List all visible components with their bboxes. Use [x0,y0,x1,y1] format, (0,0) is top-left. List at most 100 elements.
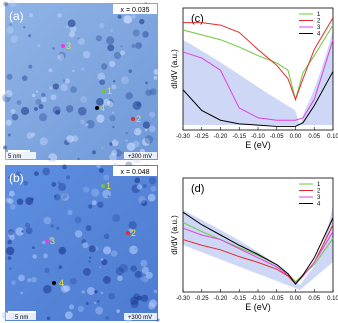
bias-label: +300 mV [128,154,152,160]
texture-spot [77,37,85,45]
texture-spot [96,163,101,168]
texture-spot [116,309,120,313]
texture-spot [113,52,121,60]
site-label: 4 [59,278,64,288]
texture-spot [96,97,104,106]
texture-spot [134,177,141,184]
site-label: 2 [131,228,136,238]
texture-spot [57,53,65,61]
texture-spot [135,128,140,133]
x-tick-label: -0.05 [270,296,284,302]
texture-spot [85,224,92,232]
texture-spot [66,135,74,143]
texture-spot [113,80,116,83]
texture-spot [148,176,157,185]
texture-spot [46,316,51,320]
texture-spot [133,127,142,136]
texture-spot [140,294,149,302]
x-tick-label: -0.10 [251,134,265,140]
texture-spot [52,47,55,50]
texture-spot [10,204,16,210]
texture-spot [85,301,89,305]
texture-spot [74,216,82,224]
texture-spot [4,89,13,98]
texture-spot [83,267,91,276]
texture-spot [94,301,97,304]
texture-spot [88,245,96,253]
texture-spot [7,239,12,245]
texture-spot [145,81,149,85]
texture-spot [21,75,28,81]
texture-spot [101,146,104,149]
texture-spot [43,253,48,259]
texture-spot [72,69,75,73]
texture-spot [96,299,100,303]
texture-spot [52,83,60,90]
texture-spot [3,1,9,7]
series-line [182,227,334,284]
x-axis-label: E (eV) [245,140,271,150]
texture-spot [27,278,32,283]
texture-spot [109,142,113,146]
texture-spot [68,31,76,38]
texture-spot [108,292,116,300]
texture-spot [101,63,108,70]
texture-spot [37,44,41,48]
texture-spot [39,137,48,146]
x-axis-label: E (eV) [245,302,271,312]
texture-spot [95,35,102,42]
texture-spot [135,42,143,49]
doping-label: x = 0.048 [121,169,150,176]
texture-spot [140,200,148,207]
series-line [182,39,334,121]
texture-spot [141,266,149,274]
texture-spot [111,139,119,147]
texture-spot [43,216,52,225]
texture-spot [58,265,63,269]
texture-spot [97,72,106,81]
texture-spot [130,265,137,272]
texture-spot [16,198,24,205]
site-label: 2 [136,114,141,124]
texture-spot [99,120,102,123]
scale-label: 5 nm [8,154,21,160]
texture-spot [11,280,16,285]
texture-spot [42,167,51,176]
texture-spot [61,285,69,293]
texture-spot [81,67,85,71]
texture-spot [29,13,34,18]
texture-spot [145,271,153,279]
label-box [6,313,36,320]
texture-spot [49,236,54,241]
site-label: 1 [107,86,112,96]
texture-spot [100,291,104,295]
texture-spot [149,88,157,96]
texture-spot [88,204,93,209]
texture-spot [77,305,85,313]
legend-label: 2 [317,19,321,25]
texture-spot [60,284,67,291]
site-marker [61,44,65,48]
texture-spot [65,25,69,29]
texture-spot [91,150,97,155]
series-line [182,24,334,102]
texture-spot [77,157,80,161]
texture-spot [68,304,75,310]
texture-spot [148,302,156,310]
texture-spot [26,132,34,140]
texture-spot [20,291,24,295]
texture-spot [144,1,148,5]
texture-spot [31,197,34,201]
texture-spot [25,227,33,235]
texture-spot [50,94,57,101]
texture-spot [85,123,89,127]
texture-spot [6,73,13,80]
texture-spot [41,96,47,103]
texture-spot [67,19,76,28]
x-tick-label: -0.20 [214,134,228,140]
x-tick-label: 0.00 [290,134,302,140]
texture-spot [48,68,53,73]
texture-spot [64,311,73,320]
texture-spot [87,286,96,295]
